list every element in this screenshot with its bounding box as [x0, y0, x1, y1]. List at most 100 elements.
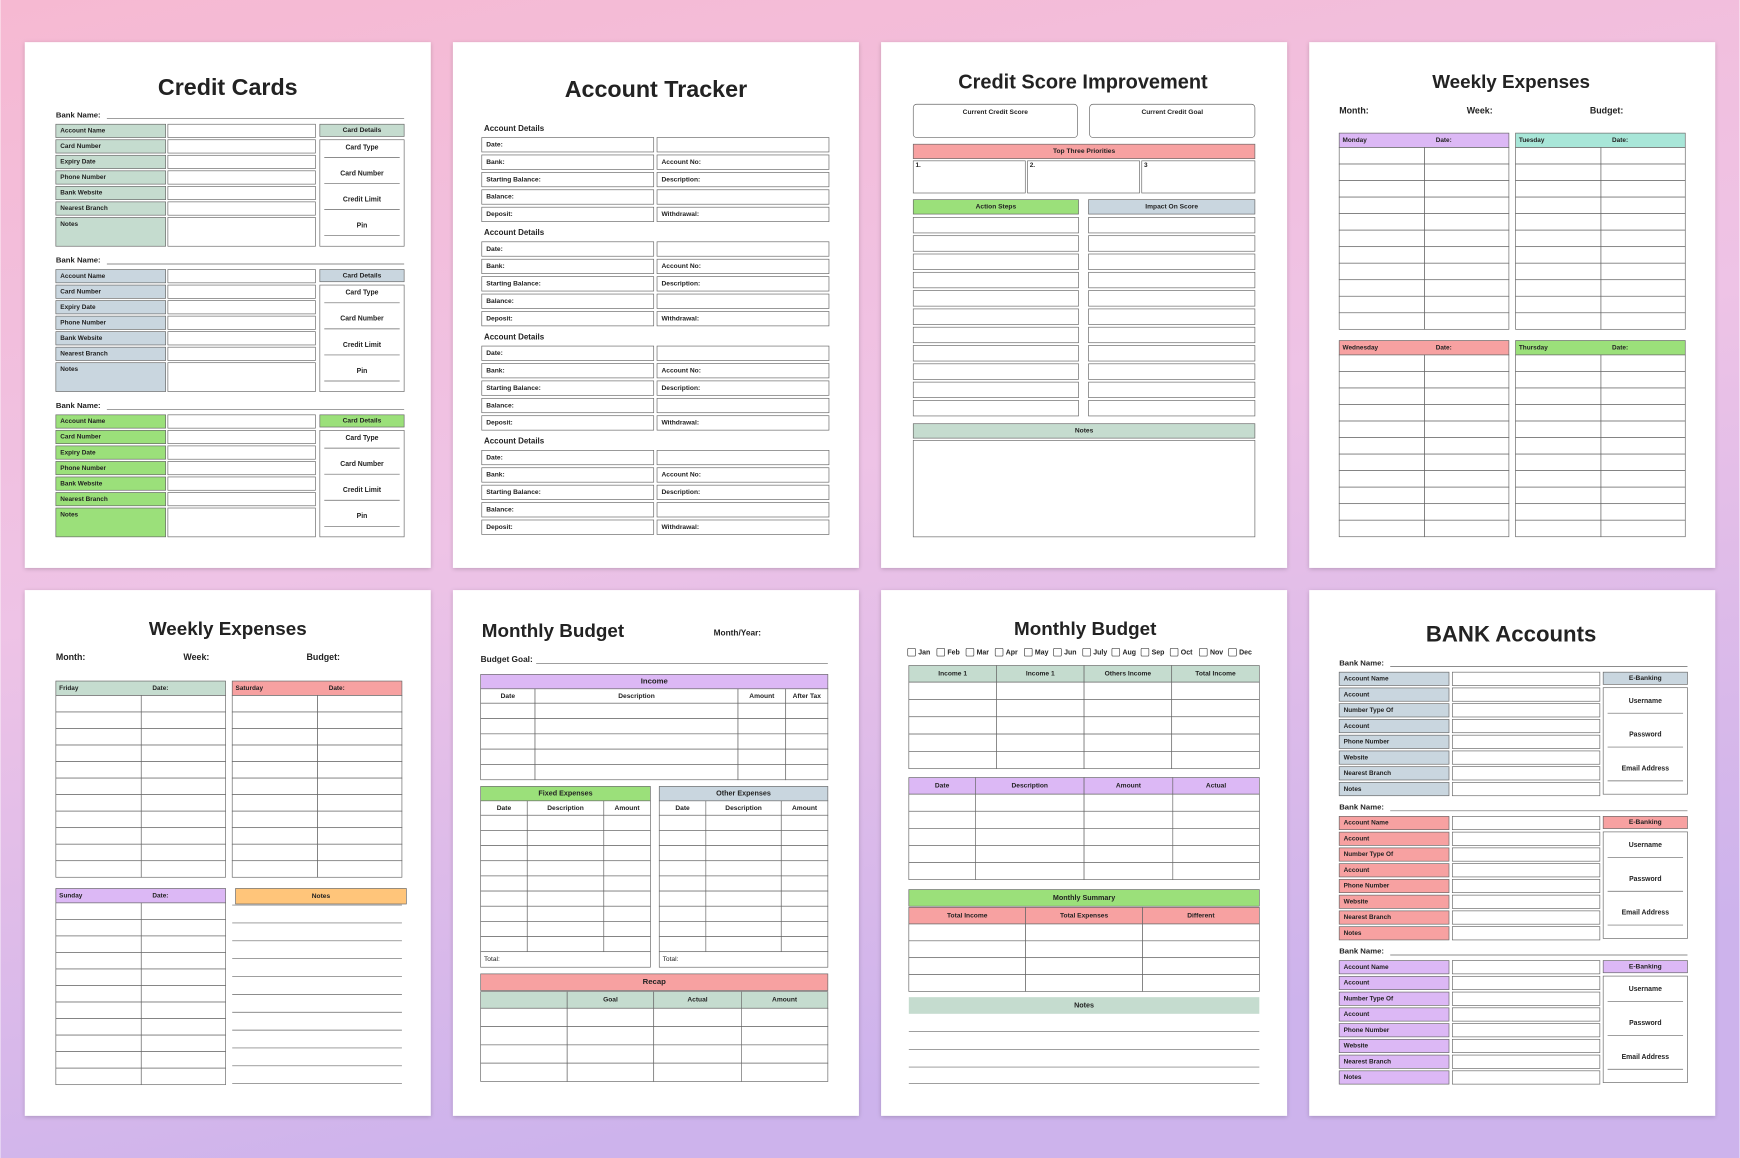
cell — [140, 728, 226, 746]
cell — [481, 311, 655, 327]
cell — [1338, 354, 1425, 372]
cell — [908, 681, 997, 700]
cell — [656, 189, 830, 205]
label: Bank Name: — [1339, 658, 1384, 667]
cell — [656, 276, 830, 292]
cell — [231, 810, 318, 829]
cell — [140, 827, 226, 845]
month-label: May — [1035, 650, 1049, 657]
column-header: Description — [1011, 783, 1048, 790]
cell — [785, 748, 829, 765]
label: Account — [1344, 835, 1371, 842]
cell — [656, 154, 830, 170]
checkbox — [1169, 647, 1179, 657]
cell — [481, 519, 655, 535]
label: Bank: — [486, 367, 504, 374]
field-label — [55, 461, 166, 476]
cell — [908, 974, 1026, 992]
label: Description: — [661, 281, 700, 288]
field-input — [1451, 1054, 1601, 1069]
field-input — [167, 154, 316, 169]
cell — [1172, 793, 1260, 812]
label: Username — [1629, 986, 1662, 993]
cell — [231, 744, 318, 762]
cell — [996, 733, 1085, 752]
cell — [55, 985, 142, 1003]
label: Account No: — [661, 472, 700, 479]
label: Month: — [56, 652, 86, 662]
cell — [1142, 974, 1260, 992]
field-input — [167, 331, 316, 346]
cell — [908, 751, 997, 770]
label: Password — [1629, 1020, 1661, 1027]
cell — [1515, 180, 1602, 198]
cell — [140, 695, 226, 713]
label: Expiry Date — [60, 449, 96, 456]
label: Password — [1629, 732, 1661, 739]
label: Notes — [60, 366, 78, 373]
cell — [785, 733, 829, 750]
cell — [658, 830, 707, 846]
cell — [140, 919, 226, 937]
cell — [996, 681, 1085, 700]
field-input — [1451, 894, 1601, 909]
cell — [55, 902, 142, 920]
cell — [1083, 810, 1174, 829]
cell — [317, 810, 403, 829]
field-input — [1451, 847, 1601, 862]
checkbox — [965, 647, 975, 657]
field-input — [1451, 766, 1601, 781]
cell — [140, 761, 226, 779]
label: 3 — [1144, 162, 1148, 169]
cell — [1083, 793, 1174, 812]
cell — [603, 845, 651, 862]
cell — [1424, 371, 1510, 389]
label: Date: — [152, 892, 168, 899]
cell — [480, 1007, 568, 1027]
cell — [480, 733, 536, 750]
field-input — [1451, 703, 1601, 718]
checkbox — [1111, 647, 1121, 657]
label: Nearest Branch — [60, 351, 108, 358]
cell — [656, 363, 830, 379]
cell — [908, 793, 976, 812]
cell — [780, 814, 829, 831]
cell — [603, 921, 651, 937]
cell — [140, 744, 226, 762]
cell — [481, 345, 655, 361]
cell — [1171, 751, 1260, 770]
cell — [908, 828, 976, 846]
cell — [1600, 147, 1686, 165]
checkbox — [1053, 647, 1062, 657]
label: Card Number — [60, 434, 101, 441]
cell — [55, 810, 142, 829]
label: Notes — [312, 893, 331, 900]
cell — [1088, 381, 1256, 398]
cell — [1600, 279, 1686, 297]
field-label — [55, 123, 166, 138]
cell — [526, 921, 605, 937]
cell — [603, 830, 651, 846]
cell — [1600, 387, 1686, 405]
label: Saturday — [236, 685, 264, 692]
field-label — [1338, 782, 1450, 797]
field-label — [1338, 1054, 1450, 1069]
field-label — [55, 315, 166, 330]
label: Fixed Expenses — [538, 789, 592, 798]
cell — [480, 936, 528, 953]
notes-header — [235, 888, 407, 905]
cell — [1338, 437, 1425, 455]
label: Recap — [643, 977, 667, 986]
cell — [705, 875, 782, 892]
field-label — [55, 139, 166, 154]
cell — [140, 1034, 226, 1052]
cell — [1338, 503, 1425, 521]
notes-header — [912, 423, 1256, 439]
cell — [912, 217, 1079, 234]
column-header: Amount — [772, 997, 798, 1004]
cell — [1515, 420, 1602, 438]
label: Date: — [486, 246, 503, 253]
cell — [1600, 213, 1686, 231]
label: Deposit: — [486, 420, 513, 427]
cell — [480, 748, 536, 765]
